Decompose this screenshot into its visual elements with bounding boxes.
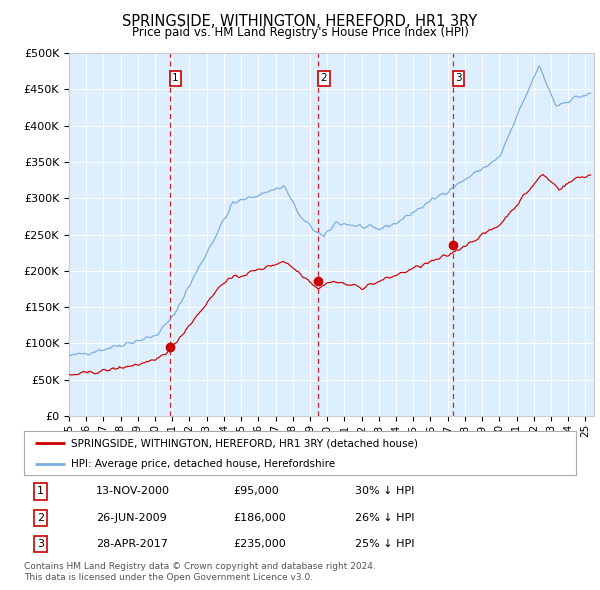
Text: HPI: Average price, detached house, Herefordshire: HPI: Average price, detached house, Here… [71,459,335,469]
Text: 25% ↓ HPI: 25% ↓ HPI [355,539,415,549]
Text: £235,000: £235,000 [234,539,287,549]
Text: This data is licensed under the Open Government Licence v3.0.: This data is licensed under the Open Gov… [24,573,313,582]
Text: 2: 2 [37,513,44,523]
Text: 2: 2 [320,73,327,83]
Text: 30% ↓ HPI: 30% ↓ HPI [355,486,415,496]
Text: 3: 3 [37,539,44,549]
Text: 26% ↓ HPI: 26% ↓ HPI [355,513,415,523]
Text: £95,000: £95,000 [234,486,280,496]
Text: £186,000: £186,000 [234,513,287,523]
Text: 26-JUN-2009: 26-JUN-2009 [96,513,167,523]
Text: SPRINGSIDE, WITHINGTON, HEREFORD, HR1 3RY: SPRINGSIDE, WITHINGTON, HEREFORD, HR1 3R… [122,14,478,29]
Text: 1: 1 [37,486,44,496]
Text: 1: 1 [172,73,179,83]
Text: 13-NOV-2000: 13-NOV-2000 [96,486,170,496]
Text: SPRINGSIDE, WITHINGTON, HEREFORD, HR1 3RY (detached house): SPRINGSIDE, WITHINGTON, HEREFORD, HR1 3R… [71,438,418,448]
Text: Contains HM Land Registry data © Crown copyright and database right 2024.: Contains HM Land Registry data © Crown c… [24,562,376,571]
Text: Price paid vs. HM Land Registry's House Price Index (HPI): Price paid vs. HM Land Registry's House … [131,26,469,39]
Text: 3: 3 [455,73,462,83]
Text: 28-APR-2017: 28-APR-2017 [96,539,167,549]
